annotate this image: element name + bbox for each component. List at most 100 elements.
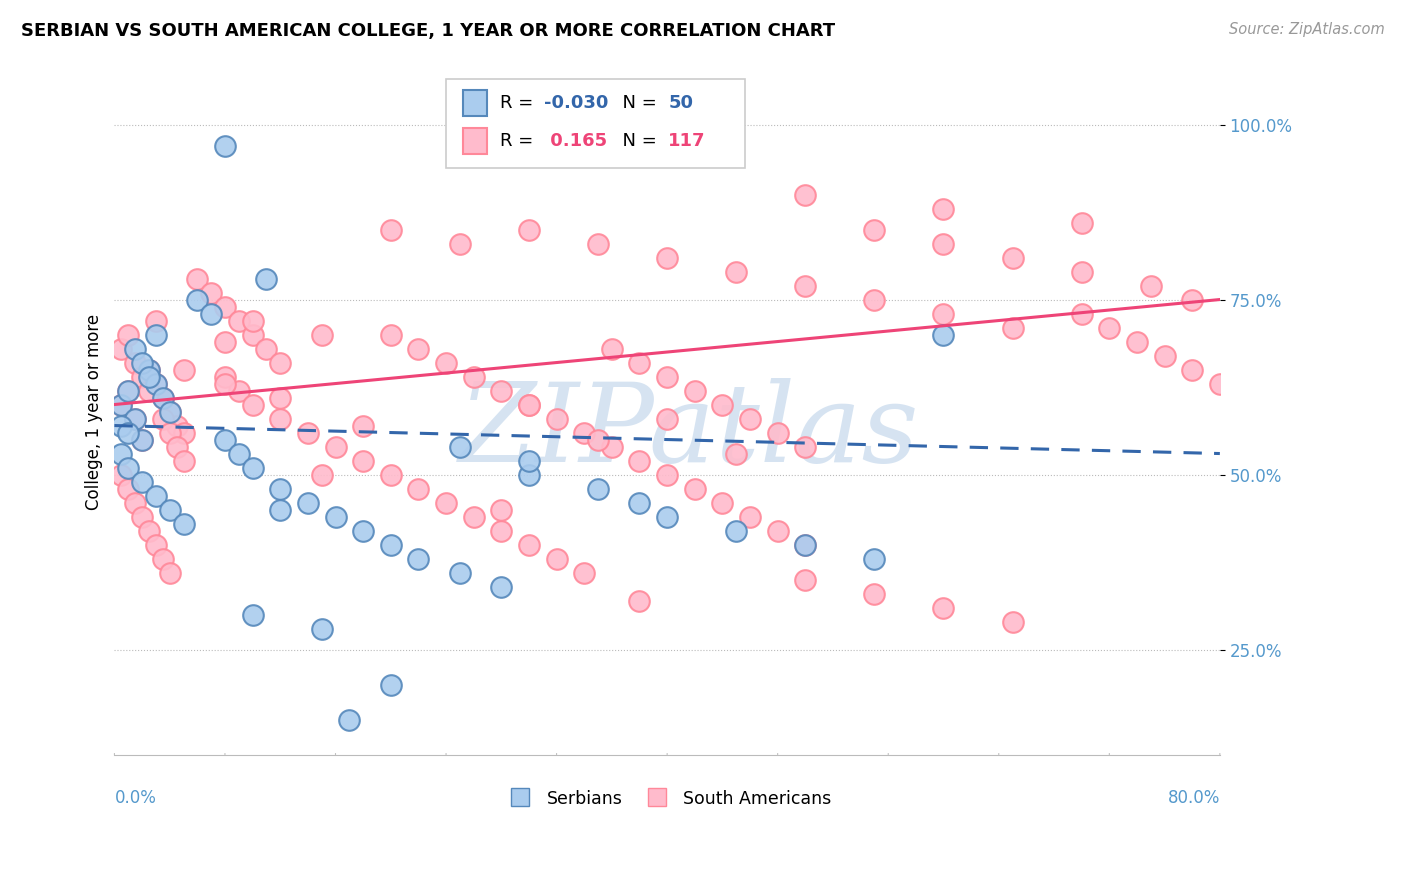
Point: [124, 411, 146, 425]
Point: [628, 495, 651, 509]
Point: [173, 453, 195, 467]
Point: [254, 342, 277, 356]
Point: [117, 460, 139, 475]
Text: SERBIAN VS SOUTH AMERICAN COLLEGE, 1 YEAR OR MORE CORRELATION CHART: SERBIAN VS SOUTH AMERICAN COLLEGE, 1 YEA…: [21, 22, 835, 40]
Point: [145, 327, 167, 342]
Point: [110, 398, 132, 412]
Point: [1001, 251, 1024, 265]
Text: 117: 117: [668, 131, 706, 150]
Text: R =: R =: [501, 131, 540, 150]
Point: [586, 236, 609, 251]
Point: [117, 482, 139, 496]
Point: [145, 537, 167, 551]
Text: 0.165: 0.165: [544, 131, 607, 150]
Text: 50: 50: [668, 94, 693, 112]
Point: [380, 677, 402, 691]
Point: [311, 327, 333, 342]
Point: [214, 433, 236, 447]
Point: [794, 187, 817, 202]
Point: [337, 713, 360, 727]
Point: [173, 425, 195, 440]
Point: [138, 369, 160, 384]
Point: [725, 264, 748, 278]
Point: [586, 433, 609, 447]
Point: [242, 327, 264, 342]
Point: [131, 369, 153, 384]
Point: [242, 607, 264, 622]
Point: [380, 222, 402, 236]
Point: [1001, 615, 1024, 629]
Point: [152, 391, 174, 405]
Point: [932, 236, 955, 251]
Point: [228, 446, 250, 460]
Point: [110, 467, 132, 482]
Text: 80.0%: 80.0%: [1167, 789, 1220, 807]
Point: [110, 342, 132, 356]
Point: [600, 342, 623, 356]
Point: [200, 306, 222, 320]
Point: [517, 222, 540, 236]
Point: [214, 300, 236, 314]
Point: [159, 404, 181, 418]
Point: [628, 453, 651, 467]
Point: [352, 524, 374, 538]
Point: [1070, 306, 1092, 320]
Point: [517, 537, 540, 551]
Text: Source: ZipAtlas.com: Source: ZipAtlas.com: [1229, 22, 1385, 37]
Point: [242, 313, 264, 327]
Point: [159, 404, 181, 418]
Point: [159, 566, 181, 580]
Point: [546, 411, 568, 425]
Point: [152, 391, 174, 405]
Point: [766, 425, 789, 440]
Point: [297, 495, 319, 509]
Point: [242, 460, 264, 475]
Point: [725, 446, 748, 460]
Point: [463, 509, 485, 524]
Point: [517, 398, 540, 412]
Point: [794, 537, 817, 551]
Point: [794, 440, 817, 454]
Point: [173, 516, 195, 531]
Point: [491, 502, 513, 516]
Point: [380, 327, 402, 342]
Point: [131, 475, 153, 489]
Point: [186, 293, 208, 307]
Point: [794, 573, 817, 587]
Point: [200, 285, 222, 300]
Point: [145, 376, 167, 391]
Point: [152, 551, 174, 566]
Text: ZIPatlas: ZIPatlas: [458, 378, 920, 486]
Point: [166, 418, 188, 433]
Point: [124, 411, 146, 425]
Point: [738, 509, 761, 524]
Point: [1126, 334, 1149, 349]
Point: [138, 384, 160, 398]
Point: [131, 509, 153, 524]
Point: [434, 495, 457, 509]
Point: [1209, 376, 1232, 391]
Point: [325, 509, 347, 524]
Point: [863, 586, 886, 600]
Point: [269, 502, 291, 516]
Point: [254, 271, 277, 285]
Point: [932, 327, 955, 342]
Point: [711, 398, 734, 412]
Point: [932, 306, 955, 320]
Point: [1139, 278, 1161, 293]
Point: [152, 411, 174, 425]
FancyBboxPatch shape: [463, 90, 486, 116]
Point: [434, 355, 457, 369]
Point: [546, 551, 568, 566]
Point: [683, 482, 706, 496]
Point: [311, 467, 333, 482]
Point: [325, 440, 347, 454]
Point: [380, 467, 402, 482]
Point: [586, 482, 609, 496]
Text: -0.030: -0.030: [544, 94, 609, 112]
Point: [517, 467, 540, 482]
Point: [145, 376, 167, 391]
Point: [863, 551, 886, 566]
Point: [117, 425, 139, 440]
Point: [228, 384, 250, 398]
